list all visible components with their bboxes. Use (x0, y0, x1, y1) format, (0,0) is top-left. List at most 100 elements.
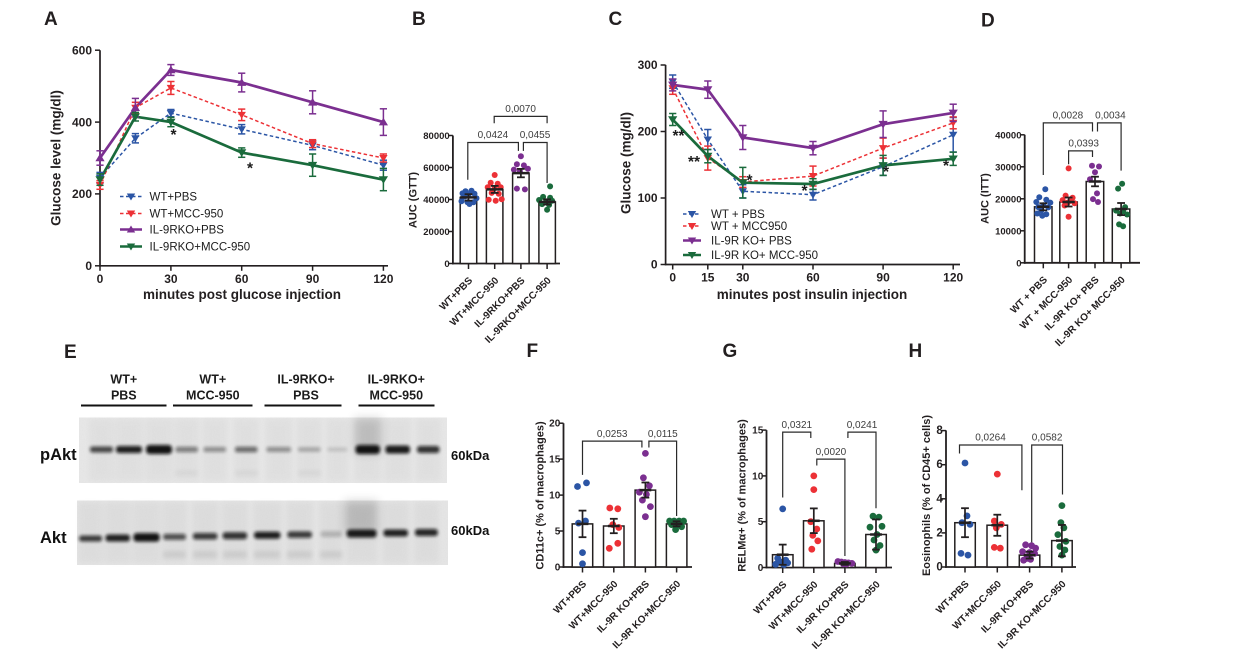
svg-text:IL-9R KO+ MCC-950: IL-9R KO+ MCC-950 (711, 250, 818, 262)
svg-text:0,0253: 0,0253 (597, 429, 628, 440)
svg-text:IL-9RKO+MCC-950: IL-9RKO+MCC-950 (150, 242, 251, 254)
svg-text:minutes post insulin injection: minutes post insulin injection (717, 287, 908, 302)
svg-text:0: 0 (669, 271, 676, 285)
svg-text:H: H (909, 341, 923, 362)
svg-text:WT+: WT+ (110, 373, 137, 387)
svg-text:WT+PBS: WT+PBS (150, 192, 198, 204)
svg-text:0: 0 (758, 563, 764, 574)
svg-text:400: 400 (72, 115, 92, 129)
svg-text:0: 0 (1016, 258, 1021, 269)
svg-text:0,0264: 0,0264 (975, 433, 1006, 444)
svg-text:15: 15 (549, 455, 561, 466)
svg-text:IL-9RKO+PBS: IL-9RKO+PBS (150, 225, 225, 237)
svg-text:C: C (609, 9, 623, 30)
svg-text:0,0393: 0,0393 (1068, 139, 1099, 150)
svg-text:0,0115: 0,0115 (648, 429, 678, 440)
svg-text:A: A (44, 9, 58, 30)
svg-text:10: 10 (549, 491, 561, 502)
svg-text:0: 0 (936, 562, 942, 574)
svg-text:*: * (170, 127, 177, 144)
svg-text:15: 15 (752, 426, 764, 437)
svg-text:minutes post glucose injection: minutes post glucose injection (143, 287, 341, 302)
svg-text:WT + MCC950: WT + MCC950 (711, 221, 787, 233)
svg-text:5: 5 (555, 527, 561, 538)
svg-text:Akt: Akt (40, 529, 67, 547)
svg-text:30: 30 (164, 272, 178, 286)
svg-text:0,0020: 0,0020 (816, 447, 847, 458)
svg-text:MCC-950: MCC-950 (186, 389, 240, 403)
svg-text:PBS: PBS (293, 389, 319, 403)
svg-text:10000: 10000 (995, 226, 1021, 237)
svg-text:RELMα+ (% of macrophages): RELMα+ (% of macrophages) (737, 419, 749, 572)
svg-text:60000: 60000 (423, 163, 449, 174)
svg-text:pAkt: pAkt (40, 446, 77, 464)
svg-text:120: 120 (943, 271, 963, 285)
svg-text:*: * (883, 164, 890, 181)
svg-text:0,0321: 0,0321 (782, 420, 813, 431)
svg-text:0: 0 (651, 258, 658, 272)
svg-text:20000: 20000 (995, 194, 1021, 205)
svg-text:G: G (723, 341, 738, 362)
svg-text:60kDa: 60kDa (451, 448, 490, 463)
svg-text:100: 100 (638, 191, 658, 205)
svg-text:40000: 40000 (995, 130, 1021, 141)
svg-text:0,0241: 0,0241 (847, 420, 878, 431)
svg-text:0,0582: 0,0582 (1032, 433, 1063, 444)
svg-text:0: 0 (444, 259, 449, 270)
svg-text:CD11c+ (% of macrophages): CD11c+ (% of macrophages) (535, 421, 547, 570)
svg-text:90: 90 (306, 272, 320, 286)
svg-text:6: 6 (936, 459, 942, 471)
svg-text:*: * (943, 158, 950, 175)
svg-text:AUC (GTT): AUC (GTT) (408, 172, 420, 229)
svg-text:30000: 30000 (995, 162, 1021, 173)
svg-text:WT+: WT+ (199, 373, 226, 387)
svg-text:30: 30 (736, 271, 750, 285)
svg-text:WT+MCC-950: WT+MCC-950 (150, 209, 224, 221)
svg-text:MCC-950: MCC-950 (370, 389, 424, 403)
svg-text:WT + PBS: WT + PBS (711, 209, 765, 221)
svg-text:5: 5 (758, 517, 764, 528)
svg-text:F: F (527, 341, 539, 362)
svg-text:PBS: PBS (111, 389, 137, 403)
svg-text:Glucose (mg/dl): Glucose (mg/dl) (619, 112, 634, 214)
svg-text:IL-9RKO+: IL-9RKO+ (368, 373, 425, 387)
svg-text:200: 200 (72, 187, 92, 201)
svg-text:*: * (746, 173, 753, 190)
svg-text:0,0034: 0,0034 (1095, 111, 1126, 122)
svg-text:AUC (ITT): AUC (ITT) (980, 173, 992, 224)
svg-text:IL-9RKO+: IL-9RKO+ (277, 373, 334, 387)
svg-text:90: 90 (876, 271, 890, 285)
svg-text:4: 4 (936, 493, 943, 505)
svg-text:300: 300 (638, 58, 658, 72)
svg-text:600: 600 (72, 43, 92, 57)
svg-text:8: 8 (936, 425, 943, 437)
svg-text:80000: 80000 (423, 131, 449, 142)
svg-text:200: 200 (638, 125, 658, 139)
svg-text:E: E (64, 342, 77, 363)
svg-text:Glucose level (mg/dl): Glucose level (mg/dl) (49, 90, 64, 226)
svg-text:**: ** (688, 154, 701, 171)
svg-text:0: 0 (85, 259, 92, 273)
svg-text:60kDa: 60kDa (451, 523, 490, 538)
svg-text:0,0424: 0,0424 (478, 130, 509, 141)
svg-text:Eosinophils (% of CD45+ cells): Eosinophils (% of CD45+ cells) (921, 415, 933, 576)
svg-text:20000: 20000 (423, 227, 449, 238)
svg-text:0: 0 (97, 272, 104, 286)
svg-text:60: 60 (806, 271, 820, 285)
svg-text:2: 2 (936, 527, 942, 539)
svg-text:15: 15 (701, 271, 715, 285)
svg-text:0,0070: 0,0070 (505, 104, 536, 115)
svg-text:B: B (412, 9, 426, 30)
svg-text:40000: 40000 (423, 195, 449, 206)
svg-text:0: 0 (555, 563, 561, 574)
svg-text:IL-9R KO+ PBS: IL-9R KO+ PBS (711, 236, 792, 248)
svg-text:*: * (247, 161, 254, 178)
svg-text:0,0028: 0,0028 (1053, 111, 1084, 122)
svg-text:60: 60 (235, 272, 249, 286)
svg-text:D: D (981, 11, 995, 32)
svg-text:*: * (801, 183, 808, 200)
svg-text:10: 10 (752, 471, 764, 482)
svg-text:120: 120 (373, 272, 393, 286)
svg-text:**: ** (672, 128, 685, 145)
svg-text:20: 20 (549, 419, 561, 430)
